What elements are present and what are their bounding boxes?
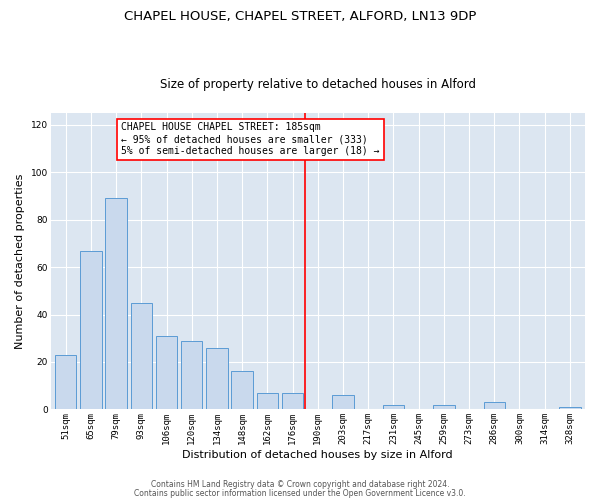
Text: CHAPEL HOUSE, CHAPEL STREET, ALFORD, LN13 9DP: CHAPEL HOUSE, CHAPEL STREET, ALFORD, LN1… <box>124 10 476 23</box>
X-axis label: Distribution of detached houses by size in Alford: Distribution of detached houses by size … <box>182 450 453 460</box>
Bar <box>257 393 278 409</box>
Text: CHAPEL HOUSE CHAPEL STREET: 185sqm
← 95% of detached houses are smaller (333)
5%: CHAPEL HOUSE CHAPEL STREET: 185sqm ← 95%… <box>121 122 380 156</box>
Bar <box>181 340 202 409</box>
Bar <box>484 402 505 409</box>
Bar <box>106 198 127 410</box>
Bar <box>383 404 404 409</box>
Bar <box>80 250 101 410</box>
Bar <box>433 404 455 409</box>
Bar <box>206 348 227 410</box>
Bar <box>131 302 152 410</box>
Bar <box>156 336 177 409</box>
Text: Contains HM Land Registry data © Crown copyright and database right 2024.: Contains HM Land Registry data © Crown c… <box>151 480 449 489</box>
Bar <box>282 393 303 409</box>
Title: Size of property relative to detached houses in Alford: Size of property relative to detached ho… <box>160 78 476 91</box>
Bar <box>232 372 253 410</box>
Text: Contains public sector information licensed under the Open Government Licence v3: Contains public sector information licen… <box>134 489 466 498</box>
Bar <box>559 407 581 410</box>
Bar <box>332 395 354 409</box>
Bar <box>55 355 76 410</box>
Y-axis label: Number of detached properties: Number of detached properties <box>15 174 25 349</box>
